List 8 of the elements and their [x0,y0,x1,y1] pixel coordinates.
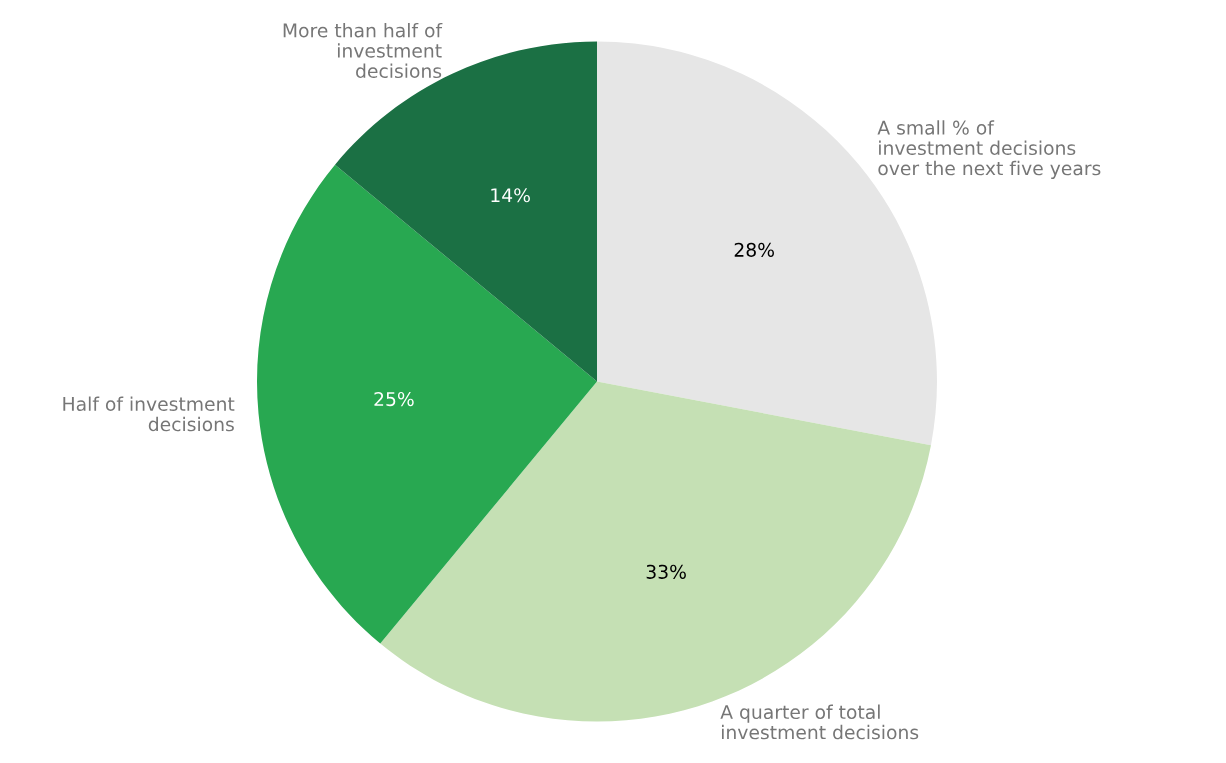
data-label: 25% [374,391,414,407]
data-label: 14% [491,188,530,203]
data-label: 28% [734,242,774,257]
data-label: 33% [646,564,686,579]
slice-label: A small % of investment decisions over the next five years [877,120,1101,179]
slice-label: More than half of investment decisions [283,22,443,79]
slice-label: A quarter of total investment decisions [720,704,919,740]
slice-label: Half of investment decisions [63,396,235,432]
